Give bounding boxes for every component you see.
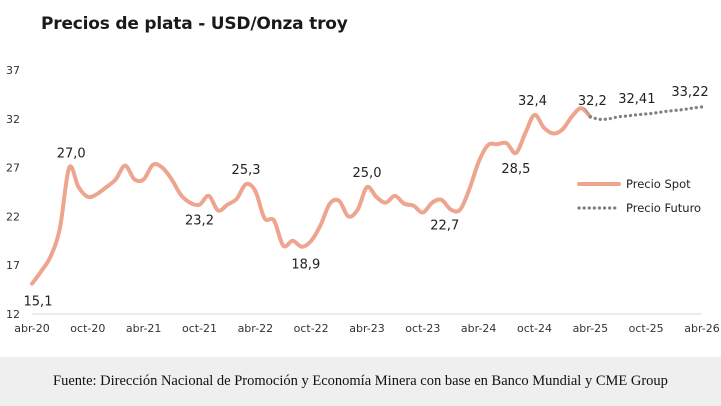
x-tick-label: abr-20 [14,322,50,335]
data-label: 32,41 [618,92,655,107]
data-label: 32,4 [518,94,547,109]
data-label: 15,1 [24,295,53,310]
data-label: 32,2 [578,94,607,109]
data-label: 28,5 [501,162,530,177]
data-label: 25,0 [353,166,382,181]
y-tick-label: 37 [6,64,20,77]
x-tick-label: oct-24 [517,322,552,335]
x-tick-label: oct-25 [629,322,664,335]
y-tick-label: 27 [6,162,20,175]
data-label: 27,0 [57,147,86,162]
data-label: 25,3 [232,163,261,178]
y-tick-label: 32 [6,113,20,126]
data-label: 33,22 [671,85,708,100]
x-tick-label: abr-25 [573,322,609,335]
x-tick-label: oct-23 [405,322,440,335]
x-tick-label: abr-21 [126,322,162,335]
x-tick-label: oct-20 [70,322,105,335]
source-footer: Fuente: Dirección Nacional de Promoción … [0,357,721,406]
legend: Precio Spot Precio Futuro [577,177,701,215]
data-label: 22,7 [430,219,459,234]
series-line-precio-futuro [588,105,704,122]
legend-label-precio-spot: Precio Spot [626,177,691,191]
data-labels: 15,1 27,0 23,2 25,3 18,9 25,0 22,7 28,5 32,4 32,2… [24,85,709,310]
x-tick-label: oct-21 [182,322,217,335]
data-label: 18,9 [291,258,320,273]
x-tick-label: abr-24 [461,322,497,335]
y-tick-label: 22 [6,210,20,223]
y-tick-label: 12 [6,308,20,321]
y-tick-labels: 12 17 22 27 32 37 [6,64,20,321]
x-tick-label: abr-22 [238,322,274,335]
y-tick-label: 17 [6,259,20,272]
data-label: 23,2 [185,214,214,229]
series-line-precio-spot [30,106,593,286]
x-tick-label: oct-22 [294,322,329,335]
x-tick-label: abr-23 [349,322,385,335]
label-leader-line [583,107,590,116]
legend-label-precio-futuro: Precio Futuro [626,201,701,215]
x-tick-labels: abr-20 oct-20 abr-21 oct-21 abr-22 oct-22 abr-… [14,322,720,335]
chart-title: Precios de plata - USD/Onza troy [41,14,348,34]
x-tick-label: abr-26 [684,322,720,335]
source-note: Fuente: Dirección Nacional de Promoción … [53,373,668,389]
